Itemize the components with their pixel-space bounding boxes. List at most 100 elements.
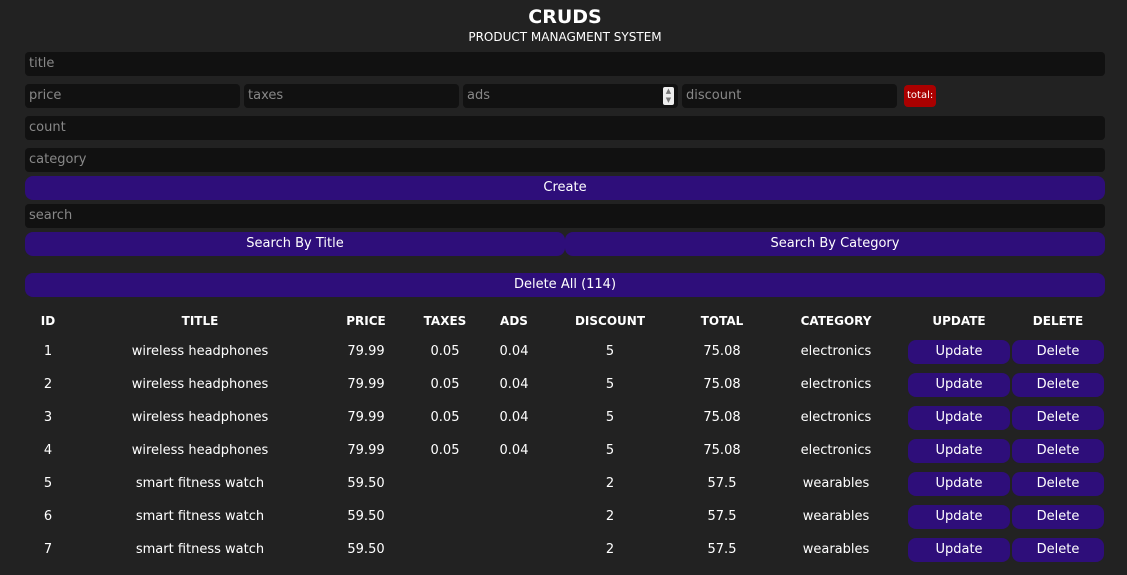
cell-update: Update	[907, 401, 1011, 434]
total-badge: total:	[904, 85, 937, 107]
delete-button[interactable]: Delete	[1012, 339, 1104, 364]
cell-ads	[487, 500, 541, 533]
cell-discount: 2	[605, 542, 615, 557]
cell-id: 7	[43, 542, 53, 557]
cell-title: wireless headphones	[131, 443, 269, 458]
cell-update: Update	[907, 434, 1011, 467]
table-row: 7 smart fitness watch 59.50 2 57.5 wearables U…	[25, 533, 1105, 566]
update-button[interactable]: Update	[908, 405, 1010, 430]
count-input[interactable]: count	[25, 116, 1105, 140]
delete-button[interactable]: Delete	[1012, 405, 1104, 430]
table-row: 5 smart fitness watch 59.50 2 57.5 wearables U…	[25, 467, 1105, 500]
taxes-input[interactable]: taxes	[244, 84, 459, 108]
cell-total: 75.08	[703, 344, 741, 359]
column-header-delete: DELETE	[1032, 314, 1084, 328]
column-header-title: TITLE	[181, 314, 219, 328]
cell-price: 79.99	[347, 344, 385, 359]
update-button[interactable]: Update	[908, 504, 1010, 529]
cell-category: wearables	[802, 542, 870, 557]
column-header-total: TOTAL	[700, 314, 744, 328]
cell-title: wireless headphones	[131, 410, 269, 425]
table-row: 3 wireless headphones 79.99 0.05 0.04 5 75.08 e…	[25, 401, 1105, 434]
cell-id: 2	[43, 377, 53, 392]
cell-total: 75.08	[703, 443, 741, 458]
table-row: 6 smart fitness watch 59.50 2 57.5 wearables U…	[25, 500, 1105, 533]
cell-price: 59.50	[347, 542, 385, 557]
cell-title: wireless headphones	[131, 344, 269, 359]
cell-id: 6	[43, 509, 53, 524]
cell-title: smart fitness watch	[135, 476, 265, 491]
cell-update: Update	[907, 467, 1011, 500]
update-button[interactable]: Update	[908, 438, 1010, 463]
delete-all-button[interactable]: Delete All (114)	[25, 273, 1105, 297]
cell-category: electronics	[800, 344, 872, 359]
search-by-title-button[interactable]: Search By Title	[25, 232, 565, 256]
cell-delete: Delete	[1011, 368, 1105, 401]
price-input[interactable]: price	[25, 84, 240, 108]
app-title: CRUDS	[528, 6, 602, 28]
cell-update: Update	[907, 533, 1011, 566]
cell-category: wearables	[802, 476, 870, 491]
cell-delete: Delete	[1011, 335, 1105, 368]
cell-category: electronics	[800, 377, 872, 392]
cell-title: wireless headphones	[131, 377, 269, 392]
cell-title: smart fitness watch	[135, 509, 265, 524]
cell-taxes: 0.05	[430, 377, 460, 392]
update-button[interactable]: Update	[908, 339, 1010, 364]
cell-delete: Delete	[1011, 401, 1105, 434]
app-subtitle: PRODUCT MANAGMENT SYSTEM	[468, 30, 662, 44]
cell-ads: 0.04	[499, 410, 529, 425]
cell-ads: 0.04	[499, 377, 529, 392]
table-row: 2 wireless headphones 79.99 0.05 0.04 5 75.08 e…	[25, 368, 1105, 401]
cell-discount: 5	[605, 344, 615, 359]
update-button[interactable]: Update	[908, 471, 1010, 496]
cell-total: 57.5	[707, 509, 737, 524]
cell-total: 75.08	[703, 410, 741, 425]
search-by-category-button[interactable]: Search By Category	[565, 232, 1105, 256]
cell-discount: 2	[605, 476, 615, 491]
delete-button[interactable]: Delete	[1012, 438, 1104, 463]
delete-button[interactable]: Delete	[1012, 372, 1104, 397]
cell-id: 3	[43, 410, 53, 425]
update-button[interactable]: Update	[908, 372, 1010, 397]
delete-button[interactable]: Delete	[1012, 471, 1104, 496]
ads-input[interactable]: ads ▲ ▼	[463, 84, 678, 108]
update-button[interactable]: Update	[908, 537, 1010, 562]
cell-price: 79.99	[347, 410, 385, 425]
search-input[interactable]: search	[25, 204, 1105, 228]
cell-id: 5	[43, 476, 53, 491]
cell-id: 1	[43, 344, 53, 359]
cell-category: electronics	[800, 410, 872, 425]
create-button[interactable]: Create	[25, 176, 1105, 200]
cell-total: 57.5	[707, 476, 737, 491]
cell-discount: 2	[605, 509, 615, 524]
cell-price: 59.50	[347, 476, 385, 491]
cell-price: 79.99	[347, 443, 385, 458]
number-spinner-icon[interactable]: ▲ ▼	[663, 87, 674, 105]
cell-id: 4	[43, 443, 53, 458]
title-input[interactable]: title	[25, 52, 1105, 76]
cell-discount: 5	[605, 443, 615, 458]
cell-ads	[487, 467, 541, 500]
cell-category: wearables	[802, 509, 870, 524]
delete-button[interactable]: Delete	[1012, 504, 1104, 529]
cell-ads	[487, 533, 541, 566]
category-input[interactable]: category	[25, 148, 1105, 172]
cell-taxes: 0.05	[430, 410, 460, 425]
cell-taxes	[403, 533, 487, 566]
cell-delete: Delete	[1011, 500, 1105, 533]
cell-total: 57.5	[707, 542, 737, 557]
table-row: 1 wireless headphones 79.99 0.05 0.04 5 75.08 e…	[25, 335, 1105, 368]
cell-update: Update	[907, 368, 1011, 401]
cell-total: 75.08	[703, 377, 741, 392]
cell-title: smart fitness watch	[135, 542, 265, 557]
cell-discount: 5	[605, 377, 615, 392]
cell-delete: Delete	[1011, 467, 1105, 500]
cell-ads: 0.04	[499, 443, 529, 458]
column-header-ads: ADS	[500, 314, 528, 328]
cell-update: Update	[907, 335, 1011, 368]
delete-button[interactable]: Delete	[1012, 537, 1104, 562]
column-header-price: PRICE	[346, 314, 386, 328]
column-header-update: UPDATE	[932, 314, 986, 328]
discount-input[interactable]: discount	[682, 84, 897, 108]
